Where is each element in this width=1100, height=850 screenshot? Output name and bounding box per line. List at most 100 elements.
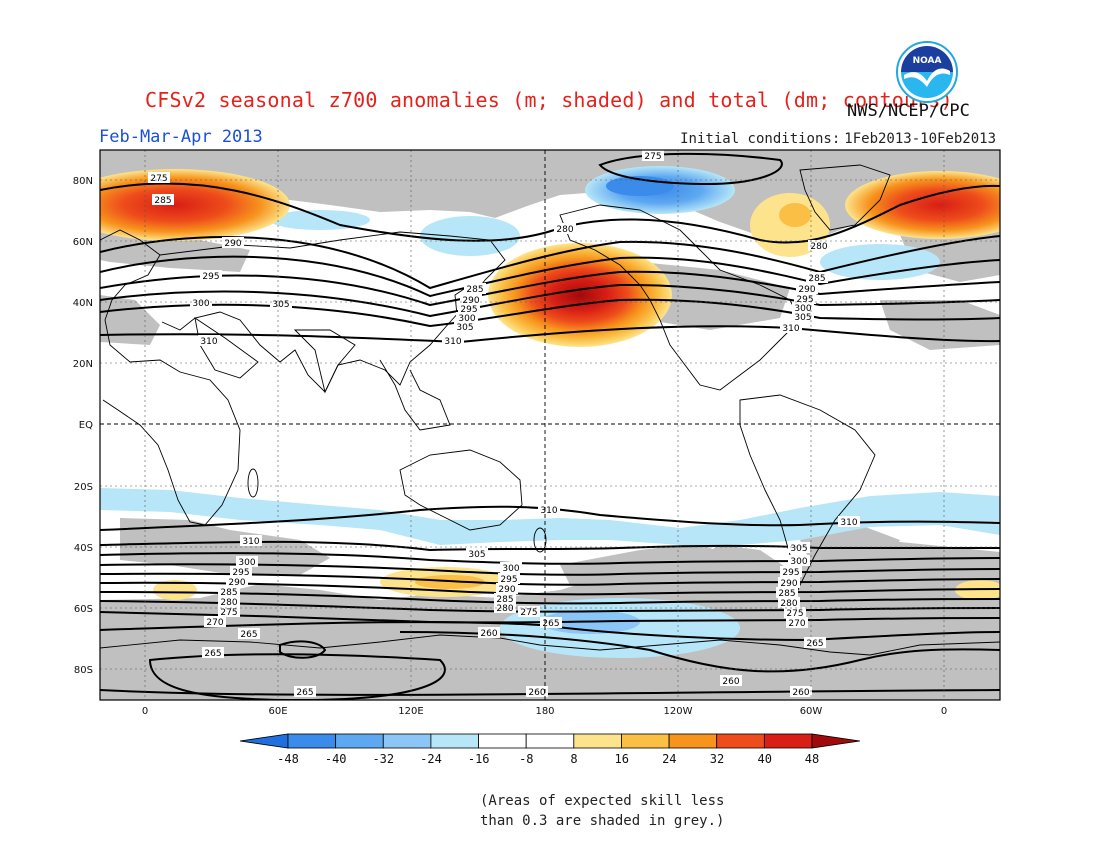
footnote-line-1: (Areas of expected skill less [480, 793, 725, 809]
contour-label: 290 [780, 579, 797, 589]
contour-label: 310 [200, 337, 217, 347]
contours [100, 152, 1000, 700]
lat-labels: 80N 60N 40N 20N EQ 20S 40S 60S 80S [73, 176, 93, 676]
coast-nz [533, 527, 547, 553]
contour-265-sh [100, 621, 1000, 642]
initial-conditions-range: 1Feb2013-10Feb2013 [844, 131, 996, 147]
season-label: Feb-Mar-Apr 2013 [99, 127, 263, 147]
colorbar-label: -32 [372, 752, 394, 766]
colorbar-label: 32 [710, 752, 724, 766]
contour-label: 275 [786, 609, 803, 619]
clabel-group: 275 285 290 295 300 305 310 275 280 280 … [148, 150, 860, 698]
coast-eurasia [159, 231, 506, 393]
anomaly-pos-north-pacific [488, 243, 672, 347]
colorbar-labels: -48 -40 -32 -24 -16 -8 8 16 24 32 40 48 [277, 752, 819, 766]
contour-label: 265 [806, 639, 823, 649]
lon-labels: 0 60E 120E 180 120W 60W 0 [142, 706, 947, 717]
coast-se-asia [379, 359, 451, 431]
coast-madagascar [247, 468, 259, 498]
contour-label: 265 [240, 630, 257, 640]
colorbar-label: -24 [420, 752, 442, 766]
lon-label: 120E [398, 706, 423, 717]
lat-label: 20N [73, 359, 93, 370]
contour-label: 300 [458, 314, 475, 324]
coast-greenland [799, 164, 891, 231]
gridlines [100, 150, 1000, 700]
skill-mask-satl [800, 525, 900, 582]
contour-label: 305 [790, 544, 807, 554]
colorbar-cell [716, 733, 765, 749]
contour-label: 270 [206, 618, 223, 628]
colorbar-cell [525, 733, 575, 749]
contour-label: 280 [496, 604, 513, 614]
lon-label: 120W [664, 706, 693, 717]
contour-label: 305 [468, 550, 485, 560]
contour-260-sh [399, 631, 1000, 673]
contour-label: 305 [272, 300, 289, 310]
contour-label: 260 [792, 688, 809, 698]
contour-290-sh [100, 572, 1000, 586]
skill-mask-nw-europe [100, 230, 250, 272]
contour-label: 300 [794, 304, 811, 314]
lon-label: 60W [800, 706, 823, 717]
colorbar-label: 40 [757, 752, 771, 766]
contour-label: 295 [500, 575, 517, 585]
lat-label: 20S [74, 482, 93, 493]
colorbar-label: 24 [662, 752, 676, 766]
anomaly-pos-canada-core [779, 203, 811, 227]
anomaly-neg-atlantic [820, 244, 940, 280]
anomaly-pos-south-indian [153, 580, 197, 600]
skill-mask-us [640, 262, 790, 330]
colorbar-label: 16 [614, 752, 628, 766]
contour-label: 290 [498, 585, 515, 595]
contour-label: 280 [556, 225, 573, 235]
contour-285-sh [100, 581, 1000, 596]
anomaly-pos-scandinavia [100, 169, 290, 241]
contour-label: 265 [542, 619, 559, 629]
lat-label: 40N [73, 298, 93, 309]
initial-conditions-label: Initial conditions: [680, 131, 841, 147]
colorbar-cell [668, 733, 718, 749]
contour-label: 260 [528, 688, 545, 698]
contour-280-nh [100, 182, 1000, 244]
contour-295-nh [100, 270, 1000, 307]
contour-290-nh [100, 255, 1000, 298]
lon-label: 0 [142, 706, 148, 717]
colorbar-cell [763, 733, 813, 749]
colorbar: -48 -40 -32 -24 -16 -8 8 16 24 32 40 48 [239, 733, 861, 766]
coast-antarctica [100, 634, 1000, 656]
contour-label: 275 [520, 608, 537, 618]
colorbar-cell [287, 733, 337, 749]
coast-n-america [559, 204, 801, 391]
map-frame [99, 149, 1001, 701]
contour-label: 280 [810, 242, 827, 252]
contour-label: 270 [788, 619, 805, 629]
shading-layer: 275 285 290 295 300 305 310 275 280 280 … [100, 150, 1000, 700]
lon-label: 60E [268, 706, 287, 717]
colorbar-label: -8 [519, 752, 533, 766]
lat-label: 60S [74, 604, 93, 615]
contour-label: 295 [782, 568, 799, 578]
contour-label: 310 [540, 506, 557, 516]
contour-label: 285 [466, 285, 483, 295]
colorbar-left-arrow [239, 733, 289, 749]
contour-label: 310 [242, 537, 259, 547]
contour-label: 300 [502, 564, 519, 574]
footnote-line-2: than 0.3 are shaded in grey.) [480, 813, 725, 829]
lat-label: 80S [74, 665, 93, 676]
contour-label: 290 [798, 285, 815, 295]
logo-text: NOAA [913, 56, 942, 66]
contour-label: 265 [296, 688, 313, 698]
noaa-logo-icon: NOAA [896, 41, 958, 103]
contour-280-sh [100, 591, 1000, 605]
contour-300-nh [100, 283, 1000, 318]
contour-label: 295 [796, 295, 813, 305]
contour-310-nh [100, 325, 1000, 344]
initial-conditions: Initial conditions: 1Feb2013-10Feb2013 [680, 131, 1000, 147]
contour-270-sh [100, 611, 1000, 624]
anomaly-pos-greenland [845, 171, 1000, 239]
colorbar-label: -40 [325, 752, 347, 766]
skill-mask-nafrica [100, 295, 160, 345]
colorbar-cell [382, 733, 432, 749]
colorbar-cell [335, 733, 384, 749]
